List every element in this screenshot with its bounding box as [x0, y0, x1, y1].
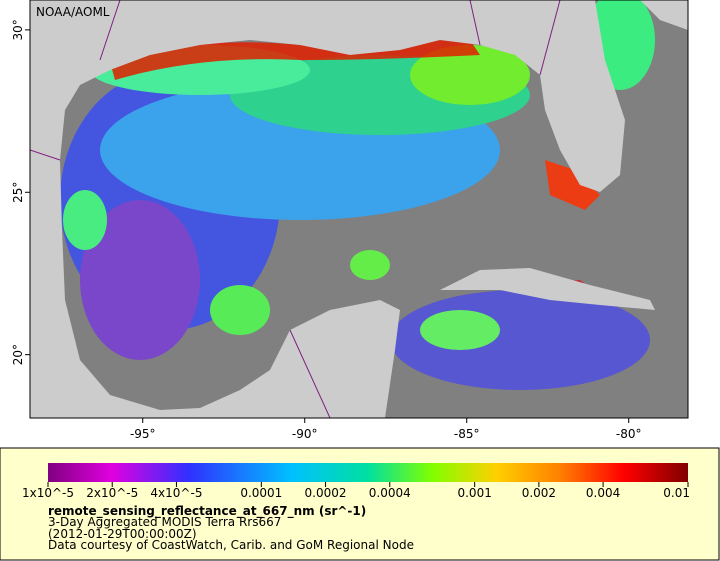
- legend-line: Data courtesy of CoastWatch, Carib. and …: [48, 538, 414, 552]
- y-tick-label: 25°: [11, 182, 25, 203]
- x-tick-label: -85°: [454, 427, 480, 441]
- axes: -95° -90° -85° -80° 20° 25° 30°: [11, 19, 642, 441]
- land: [30, 0, 625, 418]
- land: [640, 0, 688, 30]
- legend-line: 3-Day Aggregated MODIS Terra Rrs667: [48, 515, 281, 529]
- colorbar-tick-label: 0.001: [457, 486, 491, 500]
- x-tick-label: -80°: [616, 427, 642, 441]
- colorbar-ticks: 1x10^-5 2x10^-5 4x10^-5 0.0001 0.0002 0.0004 0…: [22, 482, 690, 500]
- colorbar-tick-label: 0.01: [663, 486, 690, 500]
- colorbar: [48, 463, 688, 482]
- data-field: [60, 0, 655, 390]
- colorbar-tick-label: 0.002: [522, 486, 556, 500]
- colorbar-tick-label: 0.0002: [305, 486, 347, 500]
- legend-title: remote_sensing_reflectance_at_667_nm (sr…: [48, 504, 366, 519]
- land: [440, 268, 655, 310]
- border: [30, 0, 561, 418]
- colorbar-tick-label: 1x10^-5: [22, 486, 74, 500]
- y-tick-label: 20°: [11, 344, 25, 365]
- colorbar-tick-label: 0.0004: [369, 486, 411, 500]
- y-tick-label: 30°: [11, 19, 25, 40]
- colorbar-tick-label: 4x10^-5: [150, 486, 202, 500]
- x-tick-label: -95°: [130, 427, 156, 441]
- colorbar-tick-label: 0.004: [586, 486, 620, 500]
- colorbar-tick-label: 0.0001: [240, 486, 282, 500]
- x-tick-label: -90°: [292, 427, 318, 441]
- legend-line: (2012-01-29T00:00:00Z): [48, 527, 197, 541]
- colorbar-tick-label: 2x10^-5: [86, 486, 138, 500]
- coastal-band: [545, 160, 600, 210]
- credit: NOAA/AOML: [36, 5, 110, 19]
- map-area: [30, 0, 688, 418]
- map-frame: [29, 0, 689, 419]
